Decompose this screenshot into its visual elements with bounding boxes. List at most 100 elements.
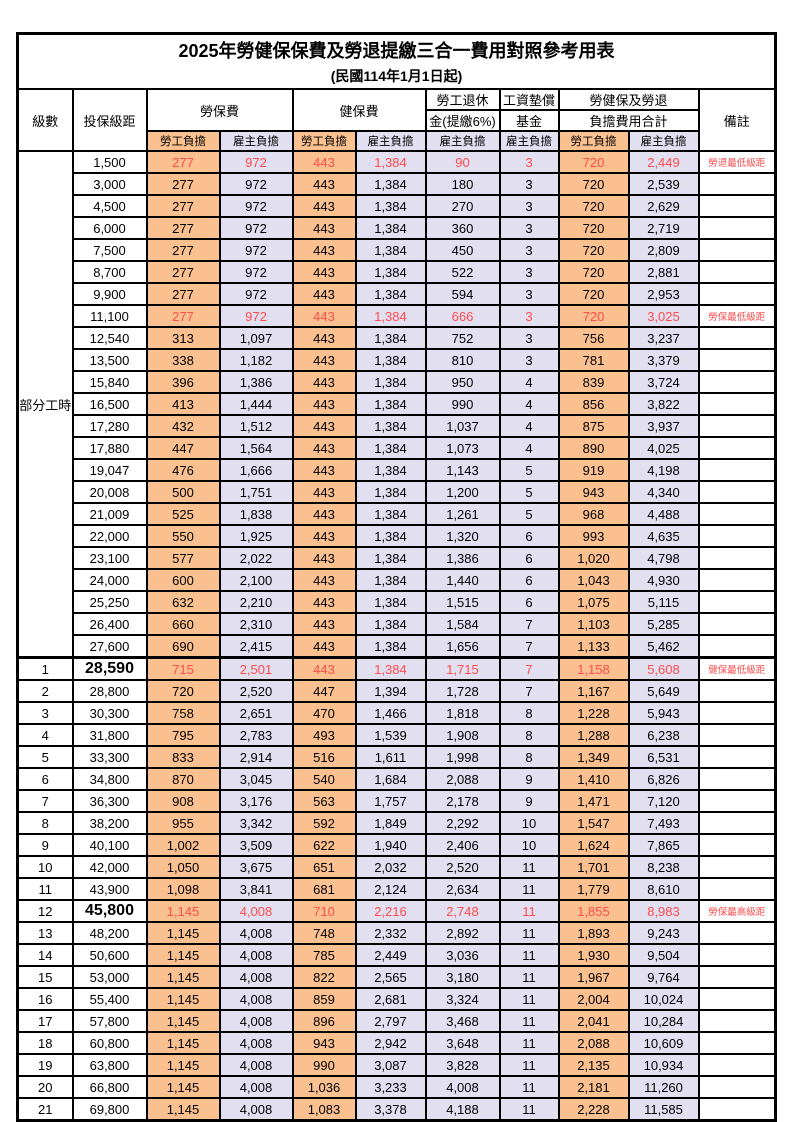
bracket-cell: 24,000 <box>71 568 148 592</box>
cell-labor-employer: 972 <box>218 282 294 306</box>
subheader-health-employee: 勞工負擔 <box>291 130 357 152</box>
cell-health-employee: 443 <box>291 590 357 614</box>
subheader-health-employer: 雇主負擔 <box>354 130 427 152</box>
remark-cell <box>697 392 777 416</box>
level-cell: 6 <box>16 767 74 791</box>
cell-total-employer: 3,937 <box>627 414 700 438</box>
cell-wage-fund-employer: 11 <box>498 921 560 945</box>
cell-health-employee: 540 <box>291 767 357 791</box>
cell-labor-employee: 758 <box>145 701 221 725</box>
cell-health-employee: 443 <box>291 502 357 526</box>
cell-total-employee: 943 <box>557 480 630 504</box>
cell-total-employee: 1,893 <box>557 921 630 945</box>
cell-health-employee: 443 <box>291 282 357 306</box>
cell-labor-employer: 3,045 <box>218 767 294 791</box>
cell-pension-employer: 810 <box>424 348 501 372</box>
table-row: 7,500 277 972 443 1,384 450 3 720 2,809 <box>18 238 777 262</box>
table-row: 9,900 277 972 443 1,384 594 3 720 2,953 <box>18 282 777 306</box>
cell-health-employee: 443 <box>291 348 357 372</box>
cell-labor-employer: 1,838 <box>218 502 294 526</box>
cell-total-employer: 10,284 <box>627 1009 700 1033</box>
remark-cell: 健保最低級距 <box>697 656 777 681</box>
cell-health-employer: 1,384 <box>354 546 427 570</box>
cell-labor-employer: 4,008 <box>218 899 294 923</box>
table-row: 23,100 577 2,022 443 1,384 1,386 6 1,020 4,798 <box>18 546 777 570</box>
cell-total-employer: 4,025 <box>627 436 700 460</box>
cell-pension-employer: 1,143 <box>424 458 501 482</box>
cell-total-employer: 8,238 <box>627 855 700 879</box>
cell-total-employer: 2,449 <box>627 150 700 174</box>
cell-labor-employer: 1,182 <box>218 348 294 372</box>
cell-health-employer: 1,757 <box>354 789 427 813</box>
cell-total-employee: 1,855 <box>557 899 630 923</box>
cell-labor-employee: 550 <box>145 524 221 548</box>
cell-health-employer: 1,384 <box>354 238 427 262</box>
cell-labor-employee: 1,145 <box>145 965 221 989</box>
cell-pension-employer: 2,178 <box>424 789 501 813</box>
cell-health-employee: 748 <box>291 921 357 945</box>
table-row: 16,500 413 1,444 443 1,384 990 4 856 3,822 <box>18 392 777 416</box>
bracket-cell: 66,800 <box>71 1075 148 1099</box>
cell-wage-fund-employer: 9 <box>498 789 560 813</box>
cell-health-employee: 443 <box>291 568 357 592</box>
cell-labor-employer: 2,415 <box>218 634 294 659</box>
cell-pension-employer: 3,468 <box>424 1009 501 1033</box>
remark-cell <box>697 458 777 482</box>
cell-labor-employee: 1,098 <box>145 877 221 901</box>
bracket-cell: 4,500 <box>71 194 148 218</box>
cell-total-employer: 2,809 <box>627 238 700 262</box>
bracket-cell: 20,008 <box>71 480 148 504</box>
level-cell: 17 <box>16 1009 74 1033</box>
level-cell: 18 <box>16 1031 74 1055</box>
table-row: 20 66,800 1,145 4,008 1,036 3,233 4,008 11 2,181… <box>16 1075 777 1099</box>
cell-labor-employer: 4,008 <box>218 921 294 945</box>
cell-total-employee: 890 <box>557 436 630 460</box>
table-row: 17 57,800 1,145 4,008 896 2,797 3,468 11 2,041 10… <box>16 1009 777 1033</box>
cell-labor-employee: 1,145 <box>145 1053 221 1077</box>
cell-wage-fund-employer: 11 <box>498 1053 560 1077</box>
cell-total-employer: 5,285 <box>627 612 700 636</box>
bracket-cell: 38,200 <box>71 811 148 835</box>
cell-total-employee: 839 <box>557 370 630 394</box>
cell-labor-employer: 2,310 <box>218 612 294 636</box>
col-header-total-line2: 負擔費用合計 <box>557 109 700 132</box>
cell-total-employee: 1,133 <box>557 634 630 659</box>
remark-cell <box>697 524 777 548</box>
cell-labor-employee: 277 <box>145 260 221 284</box>
cell-total-employee: 2,041 <box>557 1009 630 1033</box>
cell-wage-fund-employer: 7 <box>498 634 560 659</box>
cell-labor-employer: 2,501 <box>218 656 294 681</box>
cell-wage-fund-employer: 11 <box>498 1075 560 1099</box>
cell-labor-employee: 277 <box>145 194 221 218</box>
remark-cell <box>697 216 777 240</box>
cell-total-employer: 5,462 <box>627 634 700 659</box>
cell-health-employee: 516 <box>291 745 357 769</box>
cell-health-employee: 443 <box>291 634 357 659</box>
level-cell: 20 <box>16 1075 74 1099</box>
cell-health-employer: 1,384 <box>354 502 427 526</box>
cell-health-employer: 1,466 <box>354 701 427 725</box>
cell-labor-employee: 1,145 <box>145 899 221 923</box>
cell-labor-employee: 447 <box>145 436 221 460</box>
subheader-wage-fund-employer: 雇主負擔 <box>498 130 560 152</box>
cell-pension-employer: 1,515 <box>424 590 501 614</box>
cell-labor-employer: 972 <box>218 216 294 240</box>
cell-total-employer: 3,025 <box>627 304 700 328</box>
cell-total-employee: 720 <box>557 238 630 262</box>
cell-pension-employer: 990 <box>424 392 501 416</box>
cell-total-employer: 9,764 <box>627 965 700 989</box>
cell-total-employee: 1,075 <box>557 590 630 614</box>
cell-labor-employer: 4,008 <box>218 987 294 1011</box>
cell-labor-employer: 3,342 <box>218 811 294 835</box>
cell-total-employer: 2,881 <box>627 260 700 284</box>
cell-wage-fund-employer: 11 <box>498 987 560 1011</box>
bracket-cell: 30,300 <box>71 701 148 725</box>
bracket-cell: 43,900 <box>71 877 148 901</box>
cell-total-employee: 1,167 <box>557 679 630 703</box>
cell-total-employer: 10,024 <box>627 987 700 1011</box>
cell-total-employer: 5,608 <box>627 656 700 681</box>
cell-pension-employer: 1,715 <box>424 656 501 681</box>
cell-health-employer: 1,384 <box>354 392 427 416</box>
cell-total-employer: 3,724 <box>627 370 700 394</box>
table-row: 21 69,800 1,145 4,008 1,083 3,378 4,188 11 2,228… <box>16 1097 777 1122</box>
